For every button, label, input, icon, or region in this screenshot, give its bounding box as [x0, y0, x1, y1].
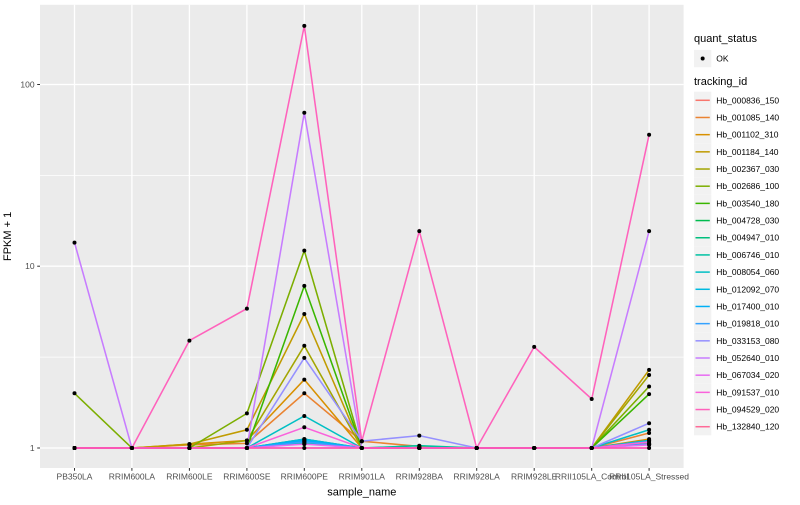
svg-text:Hb_001184_140: Hb_001184_140 — [716, 147, 779, 157]
svg-text:FPKM + 1: FPKM + 1 — [2, 212, 14, 261]
svg-text:Hb_004947_010: Hb_004947_010 — [716, 233, 779, 243]
svg-text:Hb_004728_030: Hb_004728_030 — [716, 216, 779, 226]
svg-text:RRII105LA_Control: RRII105LA_Control — [555, 472, 629, 482]
svg-text:Hb_002367_030: Hb_002367_030 — [716, 164, 779, 174]
svg-text:Hb_008054_060: Hb_008054_060 — [716, 267, 779, 277]
svg-text:Hb_006746_010: Hb_006746_010 — [716, 250, 779, 260]
svg-text:quant_status: quant_status — [694, 33, 757, 45]
svg-text:Hb_052640_010: Hb_052640_010 — [716, 353, 779, 363]
svg-text:Hb_001085_140: Hb_001085_140 — [716, 112, 779, 122]
svg-text:RRIM600LE: RRIM600LE — [166, 472, 213, 482]
svg-text:Hb_091537_010: Hb_091537_010 — [716, 387, 779, 397]
svg-text:100: 100 — [20, 80, 34, 90]
svg-text:sample_name: sample_name — [327, 487, 396, 499]
svg-text:Hb_002686_100: Hb_002686_100 — [716, 181, 779, 191]
svg-text:Hb_094529_020: Hb_094529_020 — [716, 405, 779, 415]
svg-text:Hb_019818_010: Hb_019818_010 — [716, 319, 779, 329]
svg-text:RRIM928LE: RRIM928LE — [511, 472, 558, 482]
svg-text:RRII105LA_Stressed: RRII105LA_Stressed — [609, 472, 689, 482]
svg-text:RRIM600LA: RRIM600LA — [109, 472, 156, 482]
svg-text:PB350LA: PB350LA — [57, 472, 93, 482]
svg-text:Hb_067034_020: Hb_067034_020 — [716, 370, 779, 380]
svg-text:tracking_id: tracking_id — [694, 76, 747, 88]
svg-text:RRIM901LA: RRIM901LA — [339, 472, 386, 482]
svg-text:Hb_001102_310: Hb_001102_310 — [716, 130, 779, 140]
svg-text:Hb_003540_180: Hb_003540_180 — [716, 198, 779, 208]
svg-text:Hb_000836_150: Hb_000836_150 — [716, 95, 779, 105]
svg-text:RRIM600SE: RRIM600SE — [223, 472, 271, 482]
svg-text:Hb_033153_080: Hb_033153_080 — [716, 336, 779, 346]
svg-text:OK: OK — [716, 54, 729, 64]
svg-text:RRIM928LA: RRIM928LA — [454, 472, 501, 482]
svg-text:10: 10 — [25, 261, 35, 271]
svg-text:RRIM600PE: RRIM600PE — [281, 472, 329, 482]
svg-text:RRIM928BA: RRIM928BA — [396, 472, 444, 482]
svg-text:Hb_012092_070: Hb_012092_070 — [716, 284, 779, 294]
svg-text:Hb_132840_120: Hb_132840_120 — [716, 422, 779, 432]
svg-text:Hb_017400_010: Hb_017400_010 — [716, 301, 779, 311]
svg-text:1: 1 — [30, 443, 35, 453]
